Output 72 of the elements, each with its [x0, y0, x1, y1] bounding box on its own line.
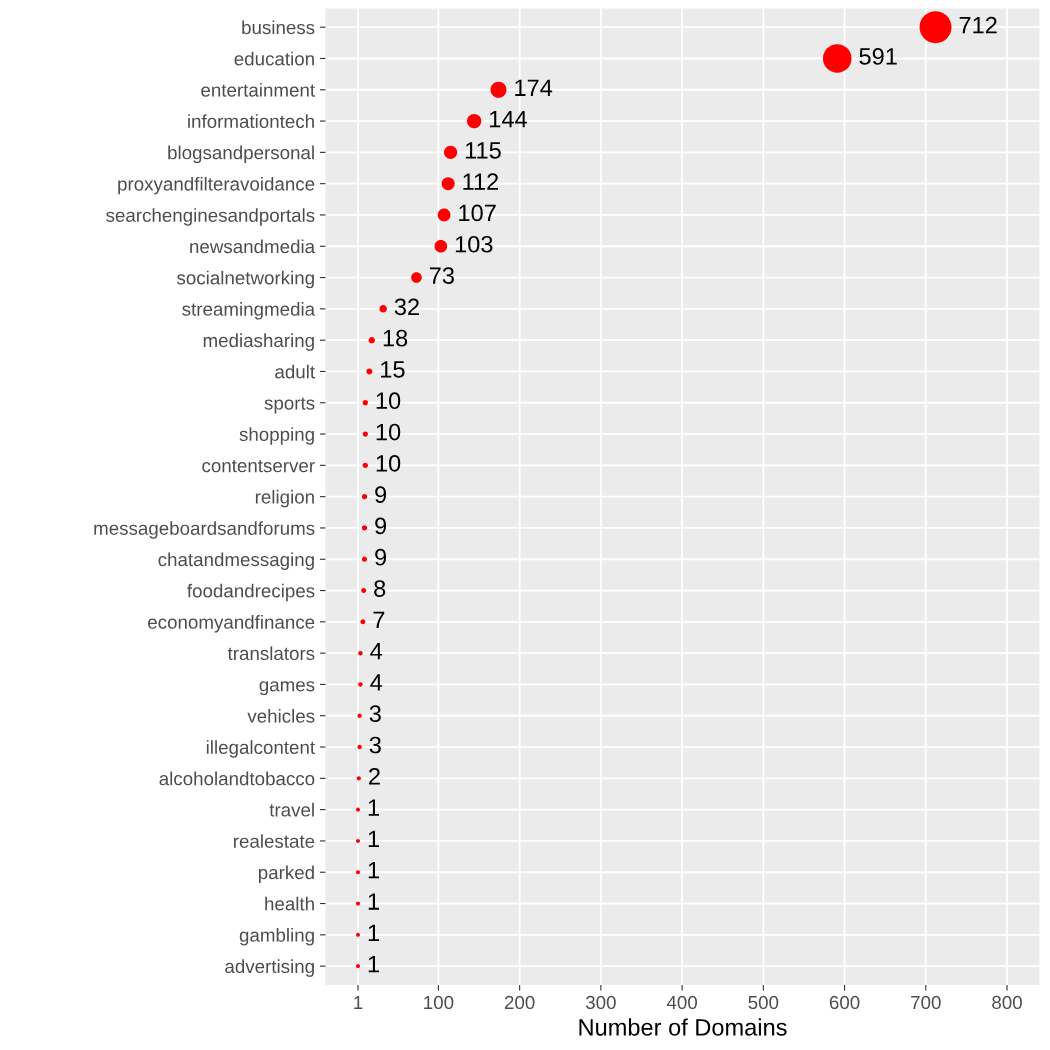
- y-tick-label: entertainment: [201, 82, 315, 97]
- y-tick-label: proxyandfilteravoidance: [118, 176, 315, 195]
- data-label: 4: [370, 674, 383, 691]
- y-tick-label: advertising: [225, 959, 314, 977]
- x-tick-label: 400: [666, 995, 697, 1010]
- y-tick-label: economyandfinance: [148, 615, 315, 633]
- data-label: 174: [515, 79, 553, 96]
- data-label: 1: [368, 830, 379, 848]
- data-label: 144: [490, 110, 527, 128]
- y-tick-label: translators: [227, 646, 315, 661]
- y-tick-label: shopping: [239, 427, 314, 445]
- data-label: 712: [959, 16, 997, 34]
- data-label: 18: [383, 329, 408, 347]
- y-tick-label: socialnetworking: [177, 270, 314, 289]
- x-tick-label: 700: [911, 995, 941, 1010]
- y-tick-label: business: [242, 20, 315, 35]
- y-tick-label: foodandrecipes: [187, 583, 315, 602]
- data-label: 10: [376, 392, 401, 410]
- data-label: 15: [381, 361, 405, 378]
- y-tick-label: adult: [275, 364, 315, 379]
- data-label: 115: [465, 142, 501, 159]
- data-label: 9: [375, 486, 387, 503]
- data-label: 1: [368, 893, 379, 910]
- y-tick-label: gambling: [239, 928, 314, 946]
- data-label: 9: [375, 548, 387, 566]
- x-tick-label: 200: [504, 995, 535, 1010]
- x-tick-label: 300: [585, 995, 616, 1010]
- x-tick-label: 600: [829, 995, 860, 1010]
- y-tick-label: games: [259, 681, 315, 696]
- y-tick-label: alcoholandtobacco: [159, 771, 315, 786]
- data-label: 4: [370, 643, 383, 660]
- y-tick-label: chatandmessaging: [158, 552, 314, 570]
- y-tick-label: blogsandpersonal: [168, 145, 314, 164]
- x-tick-label: 1: [354, 996, 363, 1009]
- x-tick-label: 800: [992, 995, 1022, 1010]
- x-tick-label: 100: [424, 995, 454, 1010]
- data-label: 9: [375, 517, 387, 535]
- data-label: 107: [459, 204, 496, 222]
- y-tick-label: informationtech: [188, 114, 314, 129]
- x-axis-title: Number of Domains: [579, 1018, 787, 1036]
- data-label: 73: [429, 267, 454, 284]
- data-label: 103: [455, 235, 493, 253]
- y-tick-label: mediasharing: [203, 333, 314, 351]
- data-label: 10: [376, 423, 401, 441]
- data-label: 1: [368, 924, 379, 941]
- data-label: 2: [369, 767, 380, 785]
- data-label: 3: [369, 736, 381, 754]
- data-label: 10: [376, 454, 401, 472]
- y-tick-label: searchenginesandportals: [106, 208, 315, 226]
- data-label: 8: [374, 580, 386, 597]
- data-label: 1: [368, 955, 379, 973]
- data-label: 112: [463, 173, 499, 190]
- y-tick-label: religion: [255, 489, 314, 508]
- y-tick-label: realestate: [233, 834, 315, 848]
- data-label: 7: [373, 611, 385, 628]
- y-tick-label: streamingmedia: [182, 302, 316, 320]
- y-tick-label: illegalcontent: [206, 740, 315, 758]
- y-tick-label: parked: [258, 865, 314, 883]
- data-label: 1: [368, 862, 379, 879]
- data-label: 32: [394, 298, 419, 316]
- y-tick-label: newsandmedia: [190, 239, 316, 254]
- y-tick-label: sports: [264, 397, 315, 414]
- y-tick-label: messageboardsandforums: [94, 521, 315, 539]
- data-label: 591: [859, 48, 897, 65]
- data-label: 3: [369, 705, 381, 723]
- data-label: 1: [368, 799, 379, 816]
- y-tick-label: travel: [269, 802, 314, 817]
- x-tick-label: 500: [748, 995, 779, 1010]
- y-tick-label: vehicles: [247, 708, 315, 723]
- y-tick-label: contentserver: [202, 460, 315, 473]
- y-tick-label: education: [234, 51, 314, 66]
- y-tick-label: health: [265, 896, 314, 911]
